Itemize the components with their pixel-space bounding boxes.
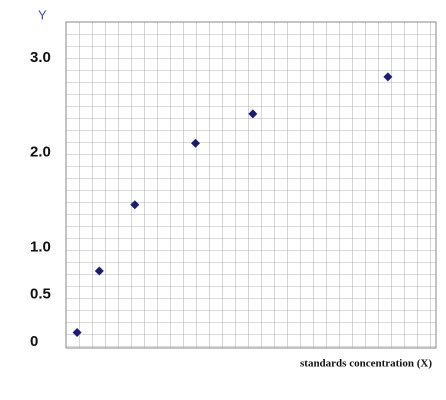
plot-grid: [65, 21, 437, 349]
y-tick-label: 0: [30, 333, 38, 350]
point: [191, 138, 200, 148]
x-axis-label: standards concentration (X): [300, 358, 432, 370]
point: [383, 72, 393, 82]
y-tick-label: 2.0: [30, 144, 51, 161]
y-tick-label: 1.0: [30, 238, 51, 255]
point: [72, 328, 82, 338]
point: [248, 109, 258, 119]
y-axis-label: Y: [38, 7, 47, 22]
point: [94, 266, 104, 276]
y-tick-label: 0.5: [30, 286, 51, 303]
y-tick-label: 3.0: [30, 49, 51, 66]
point: [130, 200, 140, 210]
